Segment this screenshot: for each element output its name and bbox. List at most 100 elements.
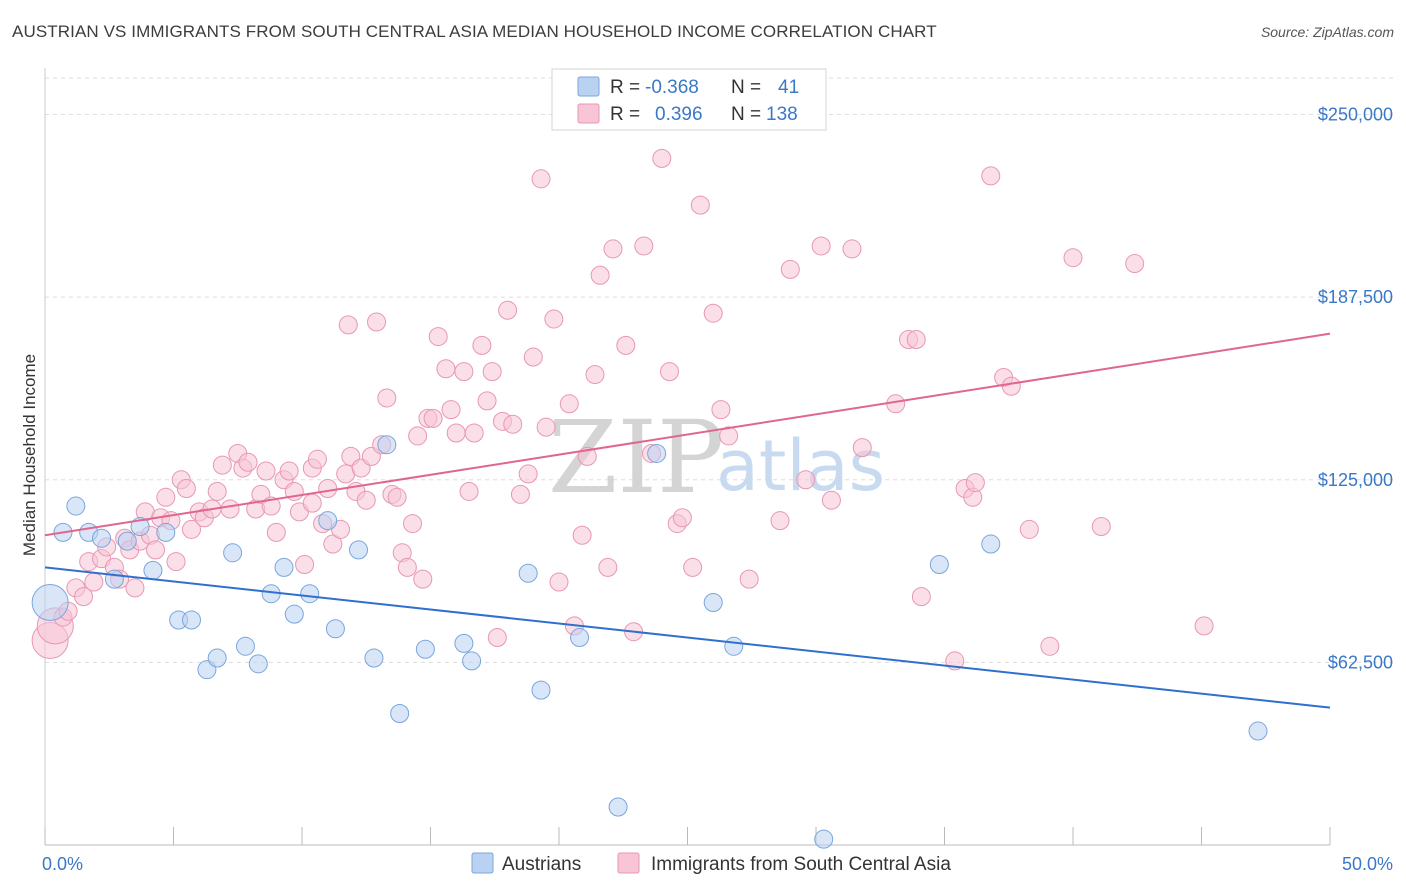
immigrants-point (811, 236, 831, 256)
immigrants-point (616, 335, 636, 355)
immigrants-point (510, 484, 530, 504)
austrians-point (377, 435, 397, 455)
immigrants-point (423, 408, 443, 428)
austrians-trend-line (44, 566, 1331, 709)
immigrants-point (318, 479, 338, 499)
austrians-point (235, 636, 255, 656)
immigrants-point (477, 391, 497, 411)
immigrants-point (852, 438, 872, 458)
immigrants-point (356, 490, 376, 510)
immigrants-point (387, 487, 407, 507)
immigrants-point (482, 362, 502, 382)
immigrants-point (965, 473, 985, 493)
immigrants-point (531, 169, 551, 189)
x-tick-label: 50.0% (1342, 854, 1393, 874)
immigrants-point (441, 400, 461, 420)
immigrants-point (338, 315, 358, 335)
austrians-point (104, 569, 124, 589)
immigrants-point (1040, 636, 1060, 656)
austrians-point (143, 560, 163, 580)
immigrants-point (719, 426, 739, 446)
immigrants-point (408, 426, 428, 446)
immigrants-point (212, 455, 232, 475)
immigrants-point (238, 452, 258, 472)
immigrants-point (367, 312, 387, 332)
immigrants-point (403, 514, 423, 534)
austrians-point (462, 651, 482, 671)
austrians-point (300, 584, 320, 604)
austrians-point (518, 563, 538, 583)
austrians-point (454, 633, 474, 653)
austrians-point (31, 583, 69, 621)
austrians-point (1248, 721, 1268, 741)
immigrants-point (585, 365, 605, 385)
austrians-point (117, 531, 137, 551)
immigrants-point (323, 534, 343, 554)
immigrants-point (1001, 376, 1021, 396)
austrians-point (349, 540, 369, 560)
austrians-point (364, 648, 384, 668)
immigrants-point (503, 414, 523, 434)
bottom-legend-swatch-austrians (471, 852, 494, 874)
immigrants-point (377, 388, 397, 408)
immigrants-point (279, 461, 299, 481)
immigrants-trend-line (44, 332, 1331, 537)
austrians-point (66, 496, 86, 516)
austrians-point (284, 604, 304, 624)
immigrants-point (1125, 254, 1145, 274)
y-tick-label: $62,500 (1328, 652, 1393, 672)
y-axis-label: Median Household Income (20, 354, 39, 556)
immigrants-point (84, 572, 104, 592)
y-tick-labels: $62,500 $125,000 $187,500 $250,000 (1318, 105, 1393, 673)
immigrants-point (207, 481, 227, 501)
y-tick-label: $187,500 (1318, 287, 1393, 307)
immigrants-point (634, 236, 654, 256)
austrians-point (647, 443, 667, 463)
austrians-point (223, 543, 243, 563)
austrians-point (814, 829, 834, 849)
immigrants-point (780, 259, 800, 279)
legend-n-value: 41 (778, 77, 799, 98)
x-tick-label: 0.0% (42, 854, 83, 874)
legend-r-value: 0.396 (655, 104, 703, 125)
immigrants-point (266, 522, 286, 542)
immigrants-point (1091, 517, 1111, 537)
watermark-atlas: atlas (716, 425, 885, 507)
immigrants-point (459, 481, 479, 501)
immigrants-point (428, 327, 448, 347)
immigrants-point (683, 557, 703, 577)
austrians-point (415, 639, 435, 659)
immigrants-point (1063, 248, 1083, 268)
austrians-point (703, 592, 723, 612)
immigrants-point (498, 300, 518, 320)
immigrants-point (652, 148, 672, 168)
immigrants-point (464, 423, 484, 443)
immigrants-point (397, 557, 417, 577)
immigrants-point (436, 359, 456, 379)
immigrants-point (523, 347, 543, 367)
austrians-point (929, 554, 949, 574)
immigrants-point (796, 470, 816, 490)
austrians-point (207, 648, 227, 668)
watermark: ZIP atlas (548, 399, 885, 516)
bottom-legend-immigrants: Immigrants from South Central Asia (651, 854, 951, 875)
trend-lines (44, 332, 1331, 709)
legend-swatch-immigrants (577, 103, 600, 124)
immigrants-point (770, 511, 790, 531)
grid-lines (45, 77, 1395, 663)
series-immigrants-points (31, 148, 1214, 671)
watermark-zip: ZIP (548, 399, 724, 516)
austrians-point (318, 511, 338, 531)
legend-n-value: 138 (766, 104, 798, 125)
immigrants-point (446, 423, 466, 443)
austrians-point (608, 797, 628, 817)
immigrants-point (302, 493, 322, 513)
immigrants-point (739, 569, 759, 589)
legend-n-label: N = (731, 77, 761, 98)
immigrants-point (821, 490, 841, 510)
immigrants-point (544, 309, 564, 329)
immigrants-point (146, 540, 166, 560)
immigrants-point (472, 335, 492, 355)
austrians-point (531, 680, 551, 700)
source-label: Source: ZipAtlas.com (1260, 24, 1394, 40)
